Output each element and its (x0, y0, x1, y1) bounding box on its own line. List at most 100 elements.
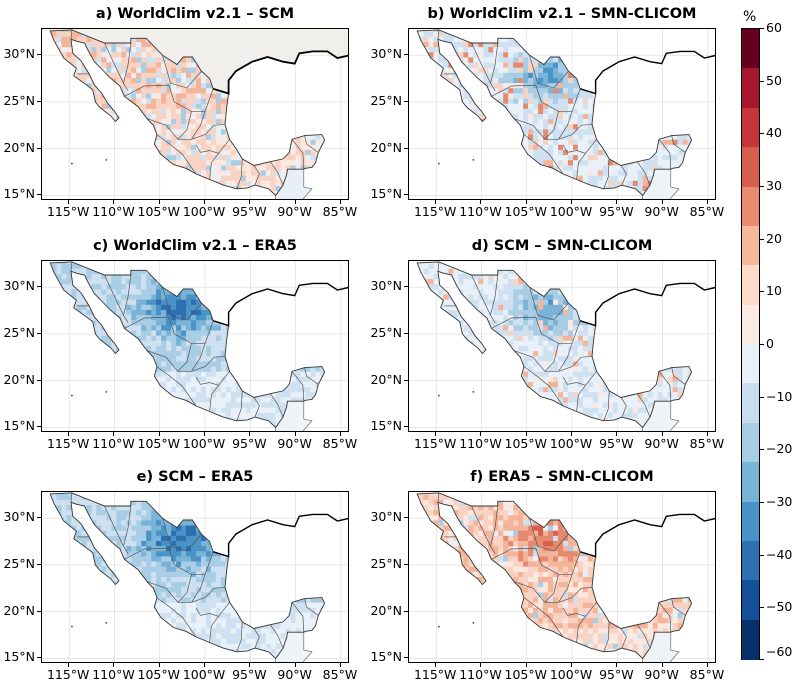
y-tick-label: 25°N (370, 555, 402, 571)
state-border (191, 343, 206, 372)
x-tick-label: 115°W (46, 436, 90, 451)
x-tick-mark (435, 432, 437, 436)
state-border (70, 29, 73, 40)
x-tick-label: 95°W (599, 204, 634, 219)
state-border (174, 88, 214, 112)
state-border (658, 602, 672, 633)
y-tick-label: 25°N (3, 92, 35, 108)
state-border (124, 84, 175, 103)
panel-title: f) ERA5 – SMN-CLICOM (470, 469, 654, 485)
colorbar-tick-label: 30 (766, 178, 782, 193)
state-border (236, 390, 243, 421)
y-tick-label: 20°N (3, 371, 35, 387)
state-border (541, 88, 581, 112)
state-border (195, 144, 219, 154)
x-tick-label: 100°W (182, 436, 226, 451)
x-tick-label: 110°W (92, 436, 135, 451)
island-marker (437, 625, 440, 628)
state-border (123, 505, 132, 554)
state-border (637, 161, 651, 186)
x-tick-label: 110°W (459, 436, 502, 451)
state-border (620, 628, 627, 649)
x-tick-label: 95°W (232, 667, 267, 682)
state-border (177, 111, 192, 140)
colorbar-tick-label: 50 (766, 72, 782, 88)
x-tick-label: 115°W (413, 204, 457, 219)
y-tick-label: 15°N (3, 649, 35, 665)
state-border (236, 158, 243, 189)
x-tick-mark (480, 663, 482, 667)
state-border (576, 371, 597, 412)
colorbar-tick-label: −20 (766, 441, 793, 457)
x-tick-label: 110°W (459, 667, 502, 682)
x-tick-mark (616, 432, 618, 436)
state-border (544, 574, 559, 603)
state-border (558, 343, 573, 372)
state-border (490, 505, 499, 554)
x-tick-mark (661, 432, 663, 436)
x-tick-label: 105°W (504, 667, 547, 682)
state-border (471, 274, 491, 316)
y-tick-mark (37, 147, 41, 149)
y-tick-mark (404, 147, 408, 149)
x-tick-mark (480, 432, 482, 436)
colorbar-tick-mark (760, 80, 764, 82)
map-panel (408, 260, 716, 432)
state-border (544, 111, 559, 140)
colorbar-segment (742, 383, 759, 424)
colorbar-segment (742, 619, 759, 660)
x-tick-label: 110°W (459, 204, 502, 219)
y-tick-label: 20°N (370, 602, 402, 618)
y-tick-label: 30°N (3, 509, 35, 525)
y-tick-mark (404, 286, 408, 288)
x-tick-label: 100°W (182, 667, 226, 682)
y-tick-label: 20°N (370, 139, 402, 155)
x-tick-mark (480, 200, 482, 204)
x-tick-label: 90°W (277, 204, 312, 219)
state-border (637, 624, 651, 649)
state-border (637, 393, 651, 418)
state-border (156, 597, 197, 638)
colorbar-segment (742, 225, 759, 266)
x-tick-mark (204, 200, 206, 204)
state-border (123, 42, 132, 91)
x-tick-mark (339, 663, 341, 667)
x-tick-mark (706, 663, 708, 667)
state-border (491, 84, 542, 103)
state-border (156, 366, 197, 407)
state-border (177, 343, 192, 372)
y-tick-label: 30°N (3, 46, 35, 62)
x-tick-label: 115°W (413, 436, 457, 451)
state-border (620, 397, 627, 418)
state-border (491, 547, 542, 566)
y-tick-label: 30°N (370, 278, 402, 294)
x-tick-mark (525, 432, 527, 436)
colorbar-tick-mark (760, 659, 764, 660)
x-tick-label: 115°W (46, 667, 90, 682)
y-tick-label: 15°N (370, 649, 402, 665)
state-border (576, 139, 597, 180)
panel-title: a) WorldClim v2.1 – SCM (95, 6, 295, 22)
state-border (156, 134, 197, 175)
usa-area (42, 29, 348, 94)
y-tick-label: 25°N (370, 324, 402, 340)
state-border (437, 29, 440, 40)
state-border (490, 42, 499, 91)
colorbar-segment (742, 29, 759, 69)
x-tick-label: 105°W (137, 436, 180, 451)
y-tick-label: 30°N (3, 278, 35, 294)
x-tick-label: 105°W (504, 436, 547, 451)
state-border (270, 624, 284, 649)
colorbar-tick-mark (760, 502, 764, 503)
x-tick-mark (525, 663, 527, 667)
state-border (558, 111, 573, 140)
y-tick-label: 20°N (3, 139, 35, 155)
state-border (671, 135, 686, 153)
state-border (174, 551, 214, 575)
panel-title: c) WorldClim v2.1 – ERA5 (93, 238, 297, 254)
state-border (437, 261, 440, 272)
x-tick-mark (113, 200, 115, 204)
y-tick-mark (404, 54, 408, 56)
x-tick-mark (339, 432, 341, 436)
colorbar-tick-label: 0 (766, 336, 774, 351)
